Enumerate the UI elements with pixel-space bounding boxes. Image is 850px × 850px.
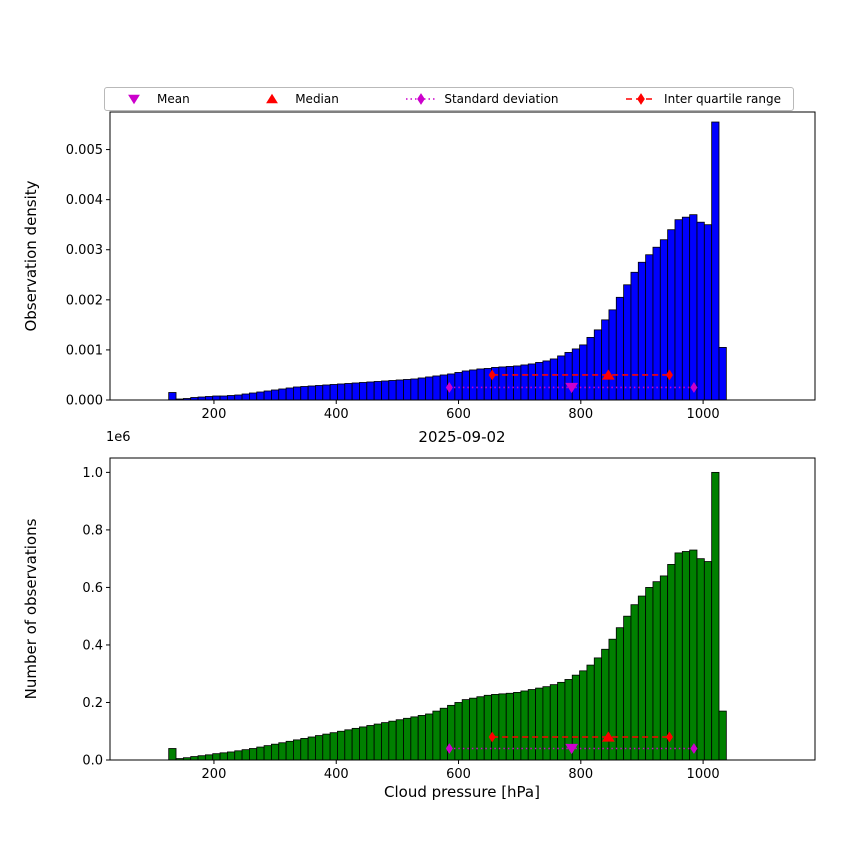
- diamond-marker: [445, 743, 453, 754]
- bars-group: [168, 471, 727, 761]
- svg-text:600: 600: [446, 407, 471, 422]
- bars-group: [168, 121, 727, 401]
- legend-item: Median: [255, 92, 339, 106]
- svg-text:0.005: 0.005: [66, 143, 103, 158]
- svg-text:0.0: 0.0: [82, 754, 103, 769]
- svg-text:200: 200: [202, 767, 227, 782]
- triangle-down-marker: [565, 743, 579, 755]
- svg-text:800: 800: [568, 407, 593, 422]
- diamond-marker: [665, 369, 673, 381]
- svg-text:0.004: 0.004: [66, 193, 103, 208]
- svg-text:0.001: 0.001: [66, 343, 103, 358]
- svg-text:1000: 1000: [687, 407, 720, 422]
- y-axis-offset-label: 1e6: [106, 430, 131, 445]
- diamond-marker: [665, 731, 673, 743]
- svg-text:0.6: 0.6: [82, 581, 103, 596]
- legend-item: Mean: [117, 92, 190, 106]
- subplot-title: 2025-09-02: [418, 428, 506, 446]
- legend-item-label: Inter quartile range: [664, 92, 781, 106]
- stats-group: [445, 731, 698, 755]
- diamond-marker: [690, 743, 698, 754]
- diamond-marker: [637, 93, 645, 105]
- triangle-down-marker: [565, 382, 579, 394]
- svg-text:0.4: 0.4: [82, 638, 103, 653]
- axes-spines: [109, 457, 816, 761]
- svg-text:0.002: 0.002: [66, 293, 103, 308]
- svg-text:400: 400: [324, 407, 349, 422]
- legend-item-label: Standard deviation: [444, 92, 559, 106]
- x-axis-label: Cloud pressure [hPa]: [384, 783, 540, 801]
- triangle-up-marker: [601, 731, 615, 742]
- axes-ticks: 200 400 600 800 1000 0.0 0.2 0.4 0.6 0.8 1.0: [82, 466, 719, 782]
- svg-text:200: 200: [202, 407, 227, 422]
- svg-text:0.003: 0.003: [66, 243, 103, 258]
- legend: Mean Median Standard deviation Inter quarti…: [104, 87, 794, 111]
- legend-item: Inter quartile range: [624, 92, 781, 106]
- y-axis-label-bottom: Number of observations: [22, 518, 40, 700]
- stats-group: [445, 369, 698, 394]
- svg-text:400: 400: [324, 767, 349, 782]
- svg-text:0.000: 0.000: [66, 394, 103, 409]
- diamond-marker: [488, 731, 496, 743]
- y-axis-label-top: Observation density: [22, 180, 40, 332]
- svg-text:0.2: 0.2: [82, 696, 103, 711]
- triangle-up-marker: [601, 369, 615, 380]
- legend-item: Standard deviation: [404, 92, 559, 106]
- svg-text:800: 800: [568, 767, 593, 782]
- triangle-down-icon: [128, 94, 140, 105]
- diamond-marker: [690, 382, 698, 393]
- axes-ticks: 200 400 600 800 1000 0.000 0.001 0.002 0.003 0.00…: [66, 143, 720, 422]
- triangle-down-marker: [128, 94, 140, 105]
- legend-item-label: Median: [295, 92, 339, 106]
- triangle-up-icon: [266, 93, 279, 104]
- svg-text:600: 600: [446, 767, 471, 782]
- svg-text:1000: 1000: [687, 767, 720, 782]
- legend-item-label: Mean: [157, 92, 190, 106]
- histogram-bottom: 200 400 600 800 1000 0.0 0.2 0.4 0.6 0.8 1.0: [82, 457, 816, 782]
- diamond-icon: [406, 93, 437, 105]
- diamond-marker: [488, 369, 496, 381]
- axes-spines: [109, 111, 816, 401]
- svg-text:0.8: 0.8: [82, 523, 103, 538]
- svg-text:1.0: 1.0: [82, 466, 103, 481]
- histogram-top: 200 400 600 800 1000 0.000 0.001 0.002 0.003 0.00…: [66, 111, 816, 422]
- diamond-marker: [417, 93, 426, 105]
- diamond-icon: [626, 93, 657, 105]
- triangle-up-marker: [266, 93, 279, 104]
- diamond-marker: [445, 382, 453, 393]
